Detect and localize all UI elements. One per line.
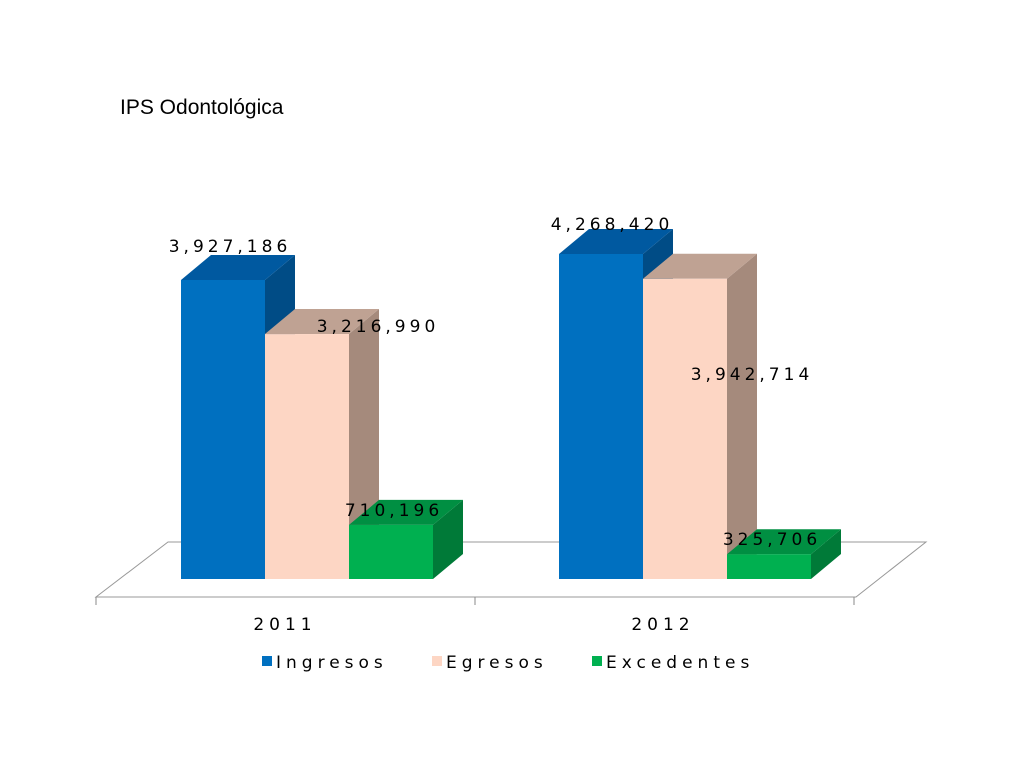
- data-label-ingresos-2012: 4,268,420: [551, 215, 674, 235]
- data-label-egresos-2012: 3,942,714: [691, 365, 814, 385]
- legend-item-egresos: Egresos: [432, 653, 548, 673]
- bar-front: [643, 278, 727, 579]
- legend-swatch: [592, 656, 602, 666]
- bar-top: [643, 253, 757, 279]
- bar-side: [433, 499, 463, 579]
- bar-front: [181, 279, 265, 579]
- data-label-excedentes-2011: 710,196: [345, 501, 443, 521]
- legend-label: Excedentes: [606, 653, 754, 673]
- x-tick-label-2012: 2012: [631, 615, 694, 635]
- bar-egresos-2011: [265, 309, 379, 579]
- bar-front: [559, 254, 643, 579]
- legend-label: Ingresos: [276, 653, 388, 673]
- bar-front: [727, 554, 811, 579]
- data-label-excedentes-2012: 325,706: [723, 530, 821, 550]
- legend-item-ingresos: Ingresos: [262, 653, 388, 673]
- x-tick-label-2011: 2011: [253, 615, 316, 635]
- legend-label: Egresos: [446, 653, 548, 673]
- bar-top: [559, 229, 673, 254]
- bar-egresos-2012: [643, 253, 757, 579]
- bar-side: [727, 253, 757, 579]
- data-label-egresos-2011: 3,216,990: [317, 317, 440, 337]
- legend-swatch: [432, 656, 442, 666]
- bar-side: [811, 529, 841, 579]
- bar-top: [181, 254, 295, 280]
- bar-front: [349, 524, 433, 579]
- data-label-ingresos-2011: 3,927,186: [169, 237, 292, 257]
- legend-swatch: [262, 656, 272, 666]
- legend-item-excedentes: Excedentes: [592, 653, 754, 673]
- chart-data-labels: 3,927,186 3,216,990 710,196 4,268,420 3,942,…: [169, 215, 821, 550]
- chart-title: IPS Odontológica: [120, 96, 284, 119]
- chart-legend: Ingresos Egresos Excedentes: [262, 653, 754, 673]
- bar-top: [265, 309, 379, 335]
- bar-front: [265, 334, 349, 579]
- bar-top: [727, 529, 841, 555]
- bar-excedentes-2012: [727, 529, 841, 579]
- chart-bars: [181, 229, 841, 579]
- bar-top: [349, 499, 463, 525]
- chart-x-axis: 2011 2012: [95, 597, 855, 635]
- bar-excedentes-2011: [349, 499, 463, 579]
